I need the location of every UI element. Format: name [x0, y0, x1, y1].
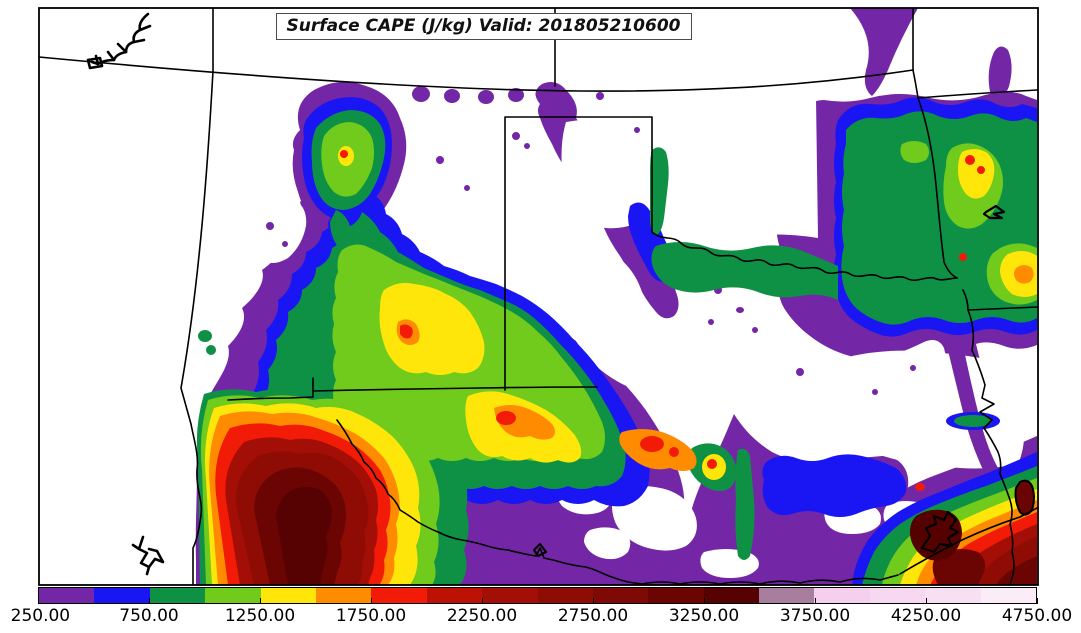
colorbar-segment-2250 [482, 588, 538, 603]
colorbar-segment-1750 [371, 588, 427, 603]
colorbar-ticks [0, 598, 1081, 605]
green-border-dots [198, 330, 216, 355]
sabine-river-border [962, 289, 1015, 586]
galveston-bay-outline [920, 510, 960, 554]
river-tangle-northeast [982, 204, 1006, 220]
purple-top-arc-dots [412, 86, 524, 104]
yellow-band-core-north [379, 282, 485, 375]
colorbar-segment-4000 [869, 588, 926, 603]
colorbar-label-4250.00: 4250.00 [890, 606, 962, 626]
colorbar-segment-2500 [537, 588, 593, 603]
colorbar-segment-3000 [648, 588, 704, 603]
maroon-bullseye-core [276, 487, 332, 585]
colorbar-label-250.00: 250.00 [10, 606, 71, 626]
colorbar-label-3750.00: 3750.00 [779, 606, 851, 626]
colorbar-segment-2750 [592, 588, 649, 603]
colorbar-tick [1037, 598, 1038, 604]
colorbar-tick [482, 598, 483, 604]
colorbar-segment-1000 [205, 588, 261, 603]
colorbar-tick [260, 598, 261, 604]
north-vertical-border-2 [912, 7, 919, 99]
colorbar-segment-3250 [703, 588, 760, 603]
colorbar-segment-4500 [980, 588, 1037, 603]
plot-title-box: Surface CAPE (J/kg) Valid: 201805210600 [275, 13, 692, 40]
green-lake-lens-core [954, 415, 992, 427]
purple-sabine-finger [946, 340, 998, 476]
colorbar-tick [815, 598, 816, 604]
colorbar-segment-500 [94, 588, 150, 603]
colorbar-label-3250.00: 3250.00 [668, 606, 740, 626]
panhandle-borders [504, 116, 653, 391]
orange-ne-dot [1014, 265, 1034, 284]
colorbar-label-4750.00: 4750.00 [1001, 606, 1073, 626]
colorbar-segment-750 [149, 588, 206, 603]
east-horizontal-border [967, 306, 1038, 311]
northeast-curvy-border [917, 97, 958, 279]
colorbar-tick [371, 598, 372, 604]
blue-belt-arc [762, 454, 907, 517]
latitude-37N-arc [38, 56, 914, 92]
gulf-coastline [899, 507, 1038, 575]
green-streamer-sliver [650, 147, 669, 236]
west-state-border [180, 7, 214, 586]
colorbar-label-2250.00: 2250.00 [446, 606, 518, 626]
lightgreen-ne-patch3 [900, 141, 929, 163]
colorbar-label-2750.00: 2750.00 [557, 606, 629, 626]
map-linework [38, 7, 1038, 586]
colorbar-segment-3500 [759, 588, 815, 603]
cape-high-cores [235, 451, 1037, 585]
river-herringbone-bottomleft [131, 535, 165, 576]
colorbar-segment-3750 [814, 588, 870, 603]
colorbar-tick [926, 598, 927, 604]
purple-top-right-streak [850, 8, 918, 96]
colorbar-label-750.00: 750.00 [119, 606, 179, 626]
cape-colorbar [38, 587, 1037, 604]
colorbar-label-1750.00: 1750.00 [335, 606, 407, 626]
purple-tongue-topright [988, 46, 1012, 96]
green-river-band [651, 242, 838, 300]
colorbar-segment-4250 [925, 588, 981, 603]
colorbar-segment-1250 [260, 588, 316, 603]
green-belt-sliver [735, 448, 755, 560]
colorbar-segment-1500 [315, 588, 372, 603]
low-cape-white-pockets [246, 93, 1025, 578]
river-herringbone-topleft [86, 12, 152, 70]
colorbar-tick [704, 598, 705, 604]
colorbar-label-1250.00: 1250.00 [224, 606, 296, 626]
colorbar-tick-labels: 250.00 750.00 1250.00 1750.00 2250.00 2750.00… [0, 606, 1081, 630]
colorbar-segment-2000 [426, 588, 483, 603]
maroon-gulf-core [932, 549, 1037, 585]
colorbar-tick [38, 598, 39, 604]
colorbar-tick [593, 598, 594, 604]
northeast-horizontal-border [917, 89, 1038, 99]
river-knot-rio [532, 542, 548, 558]
plot-title: Surface CAPE (J/kg) Valid: 201805210600 [286, 16, 681, 36]
plot-frame [38, 7, 1039, 586]
colorbar-segment-250 [39, 588, 95, 603]
rio-grande-river [336, 419, 899, 585]
red-river-border [651, 231, 958, 282]
coastal-lake-blob [1014, 479, 1035, 516]
mexico-border-west [227, 377, 598, 401]
colorbar-tick [149, 598, 150, 604]
cape-fill-layers [195, 8, 1037, 585]
